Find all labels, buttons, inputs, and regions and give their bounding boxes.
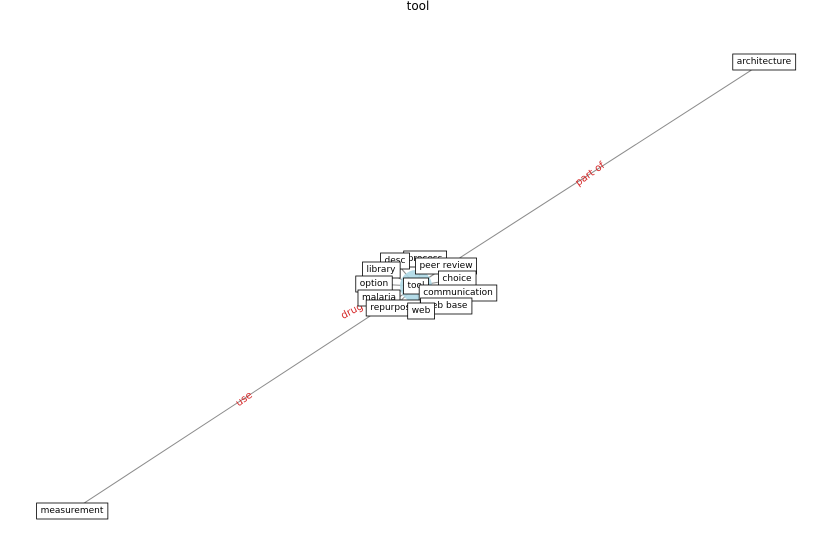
node-box-measurement — [36, 502, 109, 520]
edge-label-measurement: use — [234, 390, 255, 409]
node-box-web — [407, 302, 435, 320]
edge-tool-architecture — [415, 61, 765, 287]
node-communication[interactable]: communication — [418, 284, 498, 302]
node-library[interactable]: library — [362, 261, 401, 279]
node-label-peer-review: peer review — [419, 261, 472, 271]
node-measurement[interactable]: measurement — [36, 502, 109, 520]
node-label-desc: desc — [385, 256, 406, 266]
node-label-repurpose: repurpose — [370, 303, 416, 313]
node-web[interactable]: web — [407, 302, 435, 320]
node-label-malaria: malaria — [362, 293, 396, 303]
nodes-layer: architecturemeasurementprocessdescpeer r… — [36, 53, 797, 520]
edge-label-architecture: part of — [574, 160, 608, 189]
edge-tool-measurement — [71, 285, 417, 512]
graph-title: tool — [407, 0, 430, 13]
node-box-architecture — [732, 53, 797, 71]
node-label-web-base: web base — [425, 301, 468, 311]
node-label-tool: tool — [407, 281, 424, 291]
node-label-architecture: architecture — [737, 57, 792, 67]
node-label-measurement: measurement — [41, 506, 104, 516]
node-label-choice: choice — [442, 274, 472, 284]
node-label-library: library — [367, 265, 397, 275]
node-label-option: option — [360, 279, 388, 289]
node-label-communication: communication — [423, 288, 493, 298]
node-label-web: web — [412, 306, 431, 316]
node-architecture[interactable]: architecture — [732, 53, 797, 71]
